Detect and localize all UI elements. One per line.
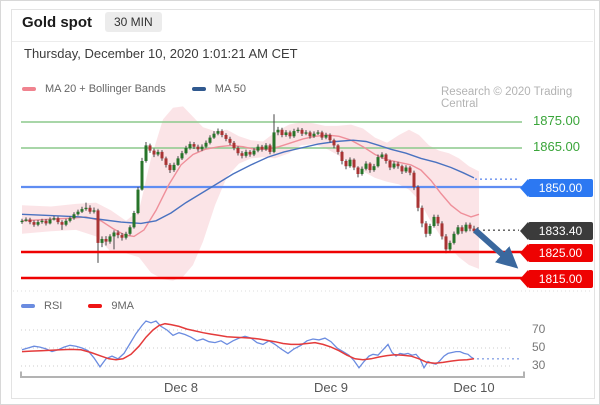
rsi-scale-70: 70	[532, 322, 546, 336]
rsi-9ma-line	[21, 322, 475, 365]
resistance-label-r2: 1875.00	[533, 113, 580, 128]
header-divider	[12, 41, 593, 42]
rsi-legend: RSI 9MA	[21, 300, 134, 312]
candlesticks	[20, 114, 480, 263]
x-axis-label-dec9: Dec 9	[314, 380, 348, 395]
ma50-legend-label: MA 50	[214, 83, 246, 95]
ma20-legend-label: MA 20 + Bollinger Bands	[45, 83, 166, 95]
rsi-legend-label: RSI	[44, 300, 63, 312]
header: Gold spot 30 MIN	[22, 12, 162, 32]
support-price-tag-s1: 1825.00	[520, 244, 593, 262]
rsi-line	[21, 320, 475, 370]
ma50-legend-swatch	[191, 87, 206, 91]
pivot-price-tag: 1850.00	[520, 179, 593, 197]
instrument-title: Gold spot	[22, 13, 92, 31]
research-watermark: Research © 2020 Trading Central	[441, 86, 573, 110]
timeframe-badge: 30 MIN	[105, 12, 162, 32]
price-legend: MA 20 + Bollinger Bands MA 50	[22, 83, 246, 95]
ma9-legend-label: 9MA	[111, 300, 134, 312]
x-axis-bracket	[20, 371, 525, 378]
bearish-trend-arrow	[473, 227, 519, 269]
ma50-line	[21, 139, 475, 225]
ma20-legend-swatch	[22, 87, 36, 91]
bollinger-band	[22, 106, 479, 281]
x-axis-label-dec8: Dec 8	[164, 380, 198, 395]
x-axis-label-dec10: Dec 10	[453, 380, 495, 395]
rsi-scale-50: 50	[532, 340, 546, 354]
chart-datetime: Thursday, December 10, 2020 1:01:21 AM C…	[24, 46, 298, 61]
support-price-tag-s2: 1815.00	[520, 270, 593, 288]
rsi-legend-swatch	[21, 304, 35, 308]
resistance-label-r1: 1865.00	[533, 139, 580, 154]
last-price-tag: 1833.40	[520, 222, 593, 240]
chart-panel-frame	[11, 9, 595, 399]
ma9-legend-swatch	[88, 304, 103, 308]
rsi-scale-30: 30	[532, 358, 546, 372]
